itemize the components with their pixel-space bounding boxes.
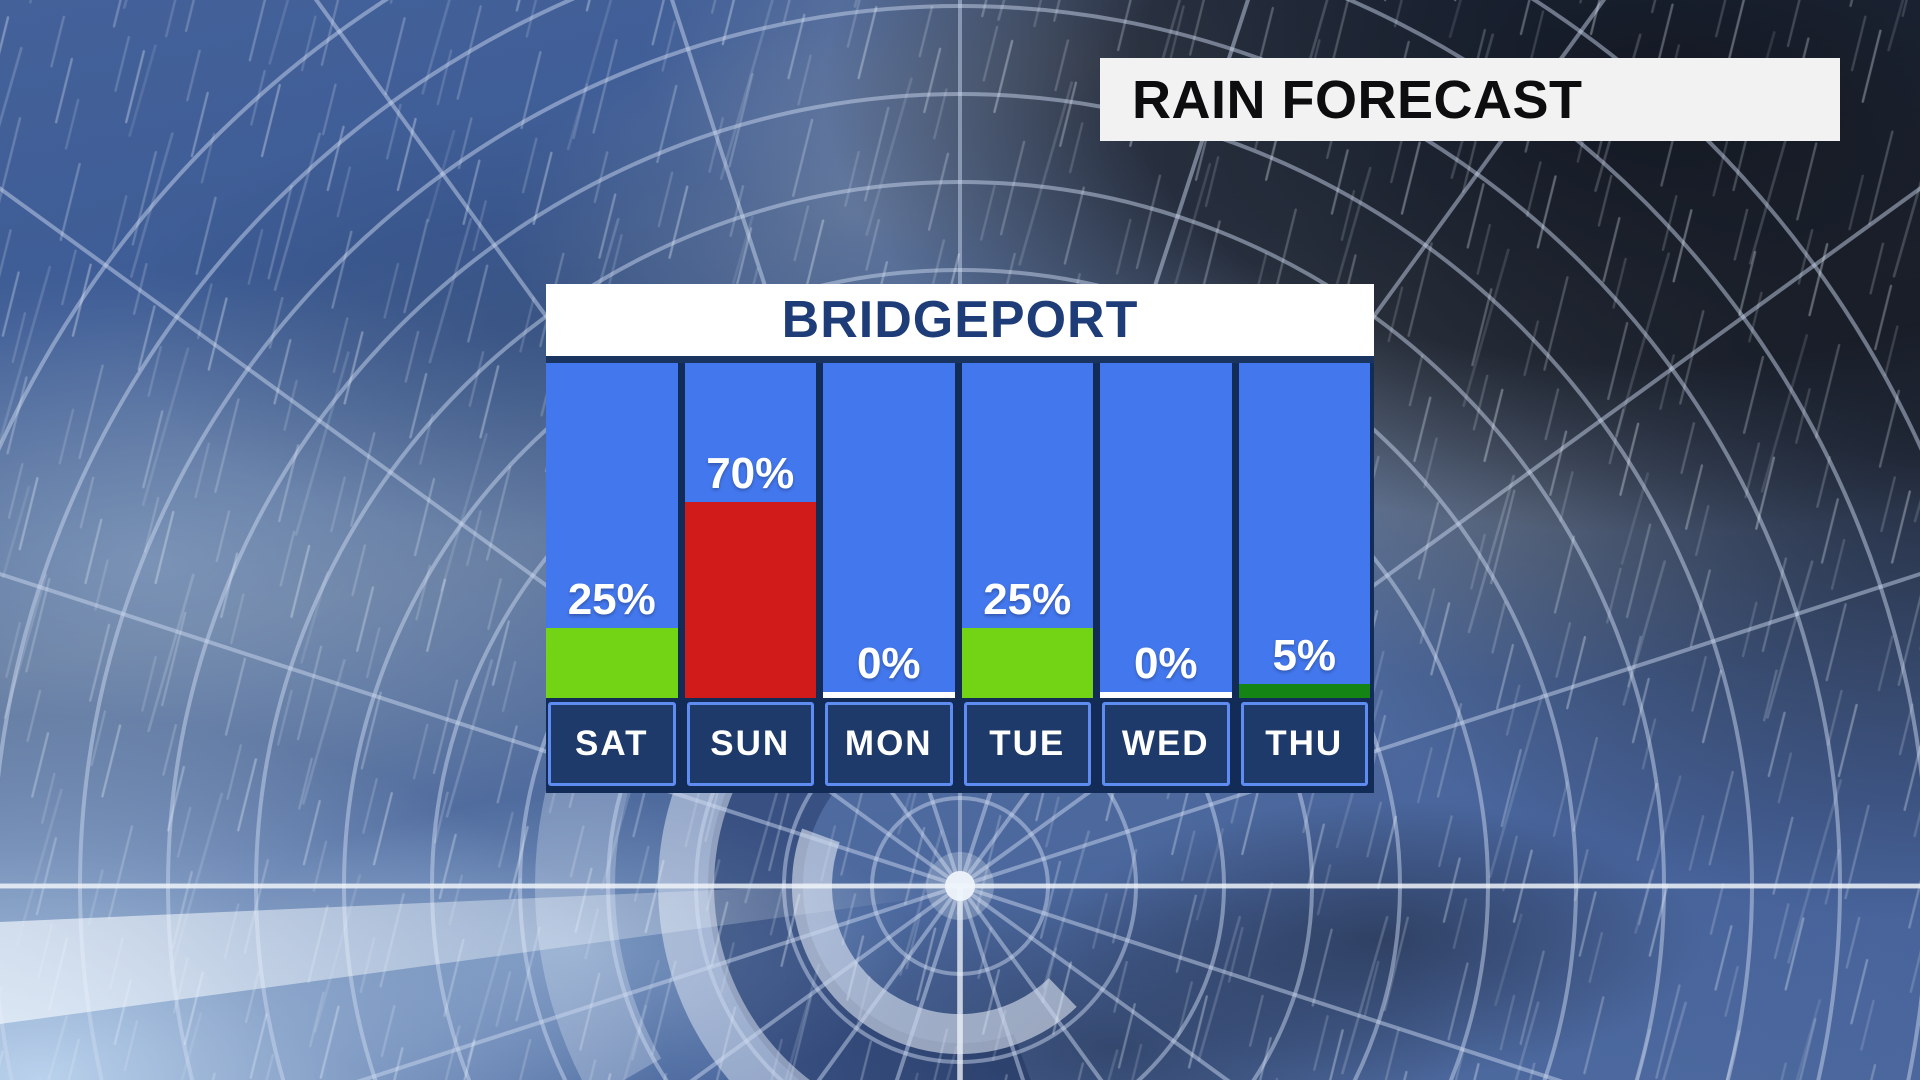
forecast-column: 25% SAT <box>546 363 678 793</box>
chart-columns: 25% SAT 70% SUN 0% MON 25% TUE 0% WED 5% THU <box>546 356 1374 793</box>
day-label: SAT <box>575 724 649 763</box>
bar-track: 25% <box>961 363 1093 698</box>
bar-value-label: 70% <box>706 449 795 498</box>
bar-track: 5% <box>1238 363 1370 698</box>
rain-chance-bar <box>546 628 678 698</box>
bar-track: 0% <box>1100 363 1232 698</box>
bar-value-label: 0% <box>856 639 921 688</box>
day-label-box: THU <box>1240 702 1368 786</box>
forecast-column: 5% THU <box>1238 363 1370 793</box>
banner-title: RAIN FORECAST <box>1132 69 1583 130</box>
rain-forecast-banner: RAIN FORECAST <box>1100 58 1840 141</box>
bar-value-label: 5% <box>1272 631 1337 680</box>
rain-chance-bar <box>823 692 955 698</box>
day-label: MON <box>844 724 933 763</box>
day-label: THU <box>1265 724 1344 763</box>
day-label-box: MON <box>825 702 953 786</box>
forecast-chart-panel: BRIDGEPORT 25% SAT 70% SUN 0% MON 25% TUE 0% WED 5… <box>546 284 1374 793</box>
chart-title: BRIDGEPORT <box>781 291 1139 349</box>
day-label-box: WED <box>1102 702 1230 786</box>
chart-header: BRIDGEPORT <box>546 284 1374 356</box>
bar-track: 25% <box>546 363 678 698</box>
forecast-column: 70% SUN <box>684 363 816 793</box>
rain-chance-bar <box>1238 684 1370 698</box>
bar-value-label: 0% <box>1133 639 1198 688</box>
day-label: WED <box>1121 724 1210 763</box>
forecast-column: 0% MON <box>823 363 955 793</box>
bar-value-label: 25% <box>983 575 1072 624</box>
day-label-box: SAT <box>548 702 676 786</box>
day-label: SUN <box>710 724 791 763</box>
forecast-column: 0% WED <box>1100 363 1232 793</box>
day-label-box: SUN <box>686 702 814 786</box>
rain-chance-bar <box>684 502 816 698</box>
day-label-box: TUE <box>963 702 1091 786</box>
bar-track: 0% <box>823 363 955 698</box>
rain-chance-bar <box>1100 692 1232 698</box>
rain-chance-bar <box>961 628 1093 698</box>
forecast-column: 25% TUE <box>961 363 1093 793</box>
bar-track: 70% <box>684 363 816 698</box>
bar-value-label: 25% <box>567 575 656 624</box>
day-label: TUE <box>989 724 1066 763</box>
